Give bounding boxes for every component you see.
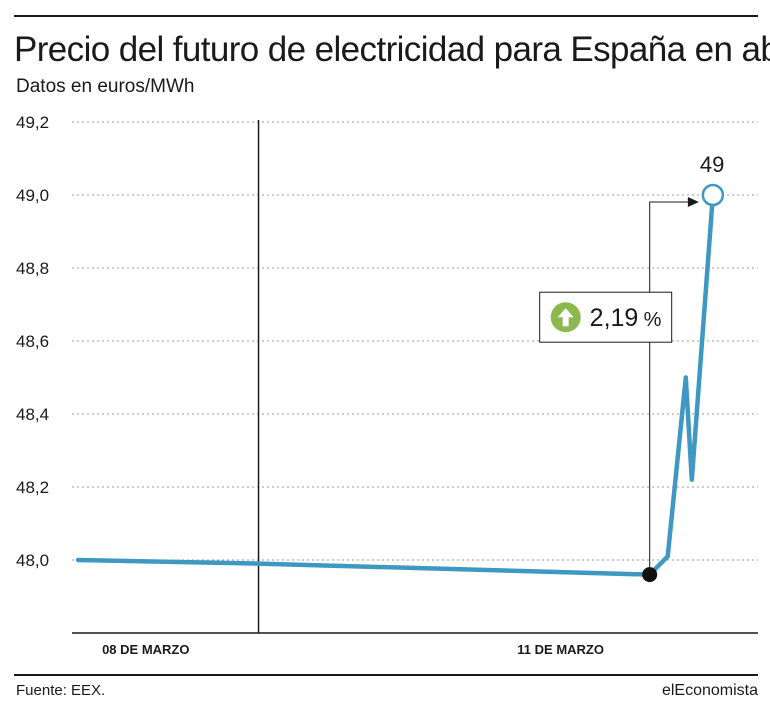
change-annotation: 2,19% <box>539 197 699 569</box>
end-value-label: 49 <box>700 152 724 177</box>
y-tick-label: 48,2 <box>16 478 49 497</box>
end-marker <box>701 183 725 207</box>
annotation-value: 2,19 <box>590 304 639 332</box>
y-tick-label: 48,6 <box>16 332 49 351</box>
markers: 49 <box>642 152 725 583</box>
chart-title: Precio del futuro de electricidad para E… <box>14 30 770 69</box>
y-tick-labels: 48,0 48,2 48,4 48,6 48,8 49,0 49,2 <box>16 113 49 570</box>
annotation-box <box>539 291 673 343</box>
connector-arrowhead <box>687 197 699 207</box>
x-category-labels: 08 DE MARZO 11 DE MARZO <box>102 642 604 657</box>
start-marker <box>642 567 658 583</box>
y-tick-label: 49,0 <box>16 186 49 205</box>
chart-subtitle: Datos en euros/MWh <box>16 76 195 97</box>
arrow-up-glyph <box>557 308 574 327</box>
y-tick-label: 48,8 <box>16 259 49 278</box>
connector-line <box>649 201 689 569</box>
axes <box>72 120 758 634</box>
bottom-rule <box>14 674 758 676</box>
y-tick-label: 48,0 <box>16 551 49 570</box>
top-rule <box>14 15 758 17</box>
annotation-unit: % <box>644 309 662 331</box>
series-line <box>75 192 716 577</box>
series-layer <box>75 192 716 577</box>
y-tick-label: 48,4 <box>16 405 49 424</box>
x-category-label: 08 DE MARZO <box>102 642 189 657</box>
brand-logo-text: elEconomista <box>661 682 758 699</box>
x-category-label: 11 DE MARZO <box>517 642 604 657</box>
y-tick-label: 49,2 <box>16 113 49 132</box>
source-note: Fuente: EEX. <box>16 682 106 699</box>
